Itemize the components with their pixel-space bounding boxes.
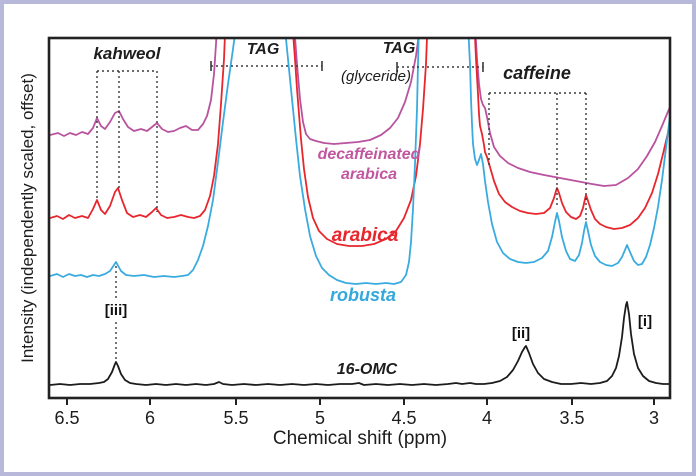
curve-label-robusta: robusta (329, 285, 397, 305)
annotation-glyceride: (glyceride) (340, 68, 412, 85)
x-tick-label-4.5: 4.5 (391, 408, 416, 428)
x-tick-label-6.5: 6.5 (54, 408, 79, 428)
y-axis-label: Intensity (independently scaled, offset) (18, 73, 37, 363)
peak-label-i: [i] (636, 313, 654, 330)
curve-arabica (50, 39, 669, 247)
curve-16-omc (50, 301, 669, 386)
x-axis-label: Chemical shift (ppm) (272, 428, 448, 449)
curve-label-16-omc: 16-OMC (336, 361, 398, 378)
peak-label-iii: [iii] (103, 302, 129, 319)
curve-robusta (50, 39, 669, 285)
annotation-tag-glyceride-title: TAG (382, 40, 416, 57)
annotation-caffeine: caffeine (503, 63, 571, 83)
plot-border (47, 36, 672, 400)
x-tick-label-5.5: 5.5 (223, 408, 248, 428)
spectra-plot: 6.5 6 5.5 5 4.5 4 3.5 3 (47, 36, 672, 428)
x-tick-label-3.5: 3.5 (559, 408, 584, 428)
annotation-kahweol: kahweol (93, 44, 161, 63)
curve-label-decaffeinated-line2: arabica (340, 166, 398, 183)
curve-label-decaffeinated-line1: decaffeinated (317, 146, 421, 163)
annotation-tag: TAG (246, 41, 280, 58)
curve-label-arabica: arabica (331, 225, 399, 246)
curve-label-decaffeinated-arabica: decaffeinated arabica (318, 145, 421, 185)
x-tick-label-6: 6 (145, 408, 155, 428)
x-tick-label-3: 3 (649, 408, 659, 428)
curve-decaffeinated-arabica (50, 39, 669, 187)
x-tick-label-4: 4 (482, 408, 492, 428)
peak-label-ii: [ii] (510, 325, 532, 342)
x-tick-label-5: 5 (315, 408, 325, 428)
